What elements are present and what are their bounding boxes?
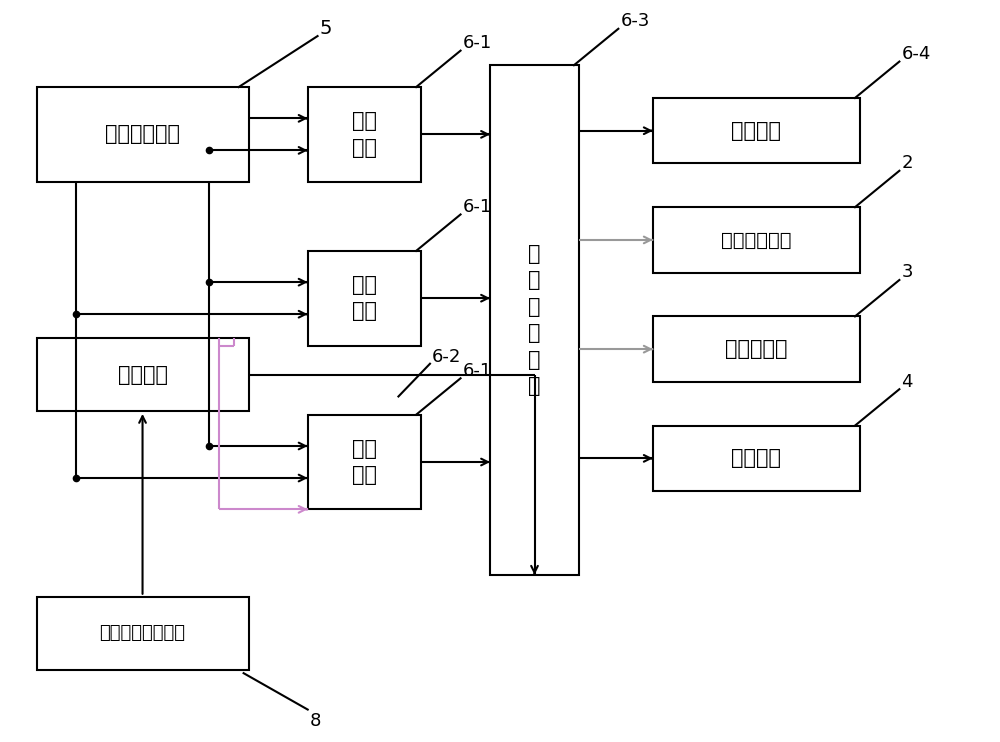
Text: 报警电路: 报警电路 <box>731 121 781 141</box>
Text: 6-1: 6-1 <box>463 198 492 216</box>
Text: 3: 3 <box>901 263 913 281</box>
Text: 缓存芯片: 缓存芯片 <box>118 364 168 384</box>
Text: 搅拌单元: 搅拌单元 <box>731 448 781 468</box>
Bar <box>37 597 249 669</box>
Text: 8: 8 <box>310 712 321 729</box>
Text: 6-1: 6-1 <box>463 34 492 52</box>
Text: 数据分析处理单元: 数据分析处理单元 <box>100 624 186 642</box>
Bar <box>653 426 860 491</box>
Text: 加热保温单元: 加热保温单元 <box>721 231 792 249</box>
Text: 现场监测单元: 现场监测单元 <box>105 125 180 145</box>
Bar <box>653 98 860 163</box>
Bar <box>37 87 249 182</box>
Bar <box>37 338 249 411</box>
Text: 5: 5 <box>320 19 332 38</box>
Text: 6-3: 6-3 <box>620 13 650 30</box>
Text: 4: 4 <box>901 372 913 390</box>
Bar <box>490 65 579 575</box>
Text: 数
据
处
理
芯
片: 数 据 处 理 芯 片 <box>528 244 541 396</box>
Bar <box>653 207 860 273</box>
Text: 进出料单元: 进出料单元 <box>725 339 788 359</box>
Text: 比较
电路: 比较 电路 <box>352 439 377 485</box>
Text: 比较
电路: 比较 电路 <box>352 111 377 157</box>
Text: 比较
电路: 比较 电路 <box>352 275 377 321</box>
Text: 6-2: 6-2 <box>432 348 461 366</box>
Bar <box>308 251 421 346</box>
Text: 2: 2 <box>901 154 913 172</box>
Bar <box>653 316 860 382</box>
Text: 6-4: 6-4 <box>901 45 931 63</box>
Bar <box>308 415 421 509</box>
Bar <box>308 87 421 182</box>
Text: 6-1: 6-1 <box>463 362 492 380</box>
